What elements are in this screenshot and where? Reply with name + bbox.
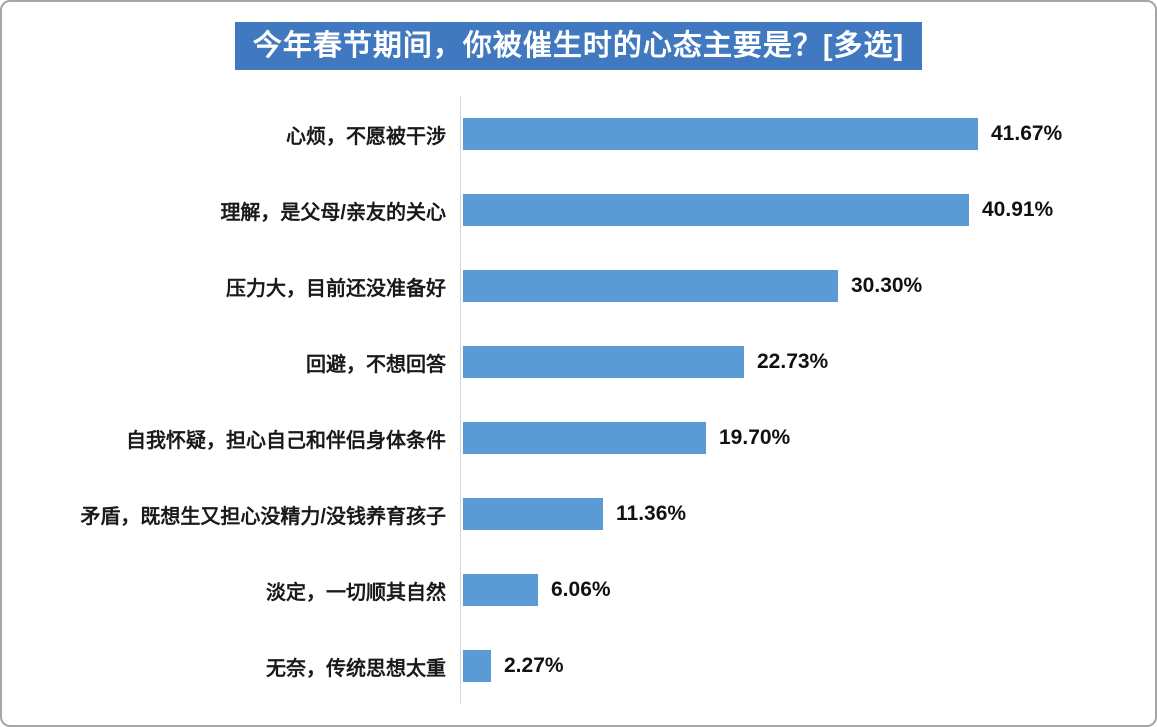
title-row: 今年春节期间，你被催生时的心态主要是？[多选] xyxy=(2,22,1155,71)
value-label: 2.27% xyxy=(504,654,564,678)
category-label: 理解，是父母/亲友的关心 xyxy=(220,201,446,224)
value-label: 30.30% xyxy=(851,274,923,298)
bar-row: 矛盾，既想生又担心没精力/没钱养育孩子 11.36% xyxy=(2,476,1155,553)
value-label: 22.73% xyxy=(757,350,829,374)
bar-area: 22.73% xyxy=(460,324,1155,401)
bar xyxy=(463,118,978,151)
category-label: 无奈，传统思想太重 xyxy=(266,657,446,680)
value-label: 11.36% xyxy=(616,502,687,526)
bar-area: 41.67% xyxy=(460,96,1155,173)
value-label: 40.91% xyxy=(982,198,1054,222)
bar xyxy=(463,194,969,227)
bar xyxy=(463,422,706,455)
bar-area: 6.06% xyxy=(460,552,1155,629)
category-label: 压力大，目前还没准备好 xyxy=(226,277,446,300)
bar-area: 19.70% xyxy=(460,400,1155,477)
bar xyxy=(463,574,538,607)
category-label: 心烦，不愿被干涉 xyxy=(286,125,446,148)
bar-row: 无奈，传统思想太重 2.27% xyxy=(2,628,1155,705)
value-label: 6.06% xyxy=(551,578,611,602)
bar-row: 回避，不想回答 22.73% xyxy=(2,324,1155,401)
bar-area: 30.30% xyxy=(460,248,1155,325)
bar-area: 40.91% xyxy=(460,172,1155,249)
bar-area: 2.27% xyxy=(460,628,1155,705)
category-label: 自我怀疑，担心自己和伴侣身体条件 xyxy=(126,429,446,452)
value-label: 19.70% xyxy=(719,426,791,450)
bar-row: 理解，是父母/亲友的关心 40.91% xyxy=(2,172,1155,249)
bar-area: 11.36% xyxy=(460,476,1155,553)
chart-title: 今年春节期间，你被催生时的心态主要是？[多选] xyxy=(234,22,923,71)
category-label: 淡定，一切顺其自然 xyxy=(266,581,446,604)
bar-row: 压力大，目前还没准备好 30.30% xyxy=(2,248,1155,325)
bar-row: 淡定，一切顺其自然 6.06% xyxy=(2,552,1155,629)
category-label: 矛盾，既想生又担心没精力/没钱养育孩子 xyxy=(80,505,446,528)
bar-chart: 心烦，不愿被干涉 41.67% 理解，是父母/亲友的关心 40.91% 压力大，目前还没… xyxy=(2,96,1155,705)
bar xyxy=(463,270,838,303)
value-label: 41.67% xyxy=(991,122,1063,146)
chart-rows: 心烦，不愿被干涉 41.67% 理解，是父母/亲友的关心 40.91% 压力大，目前还没… xyxy=(2,96,1155,705)
bar xyxy=(463,650,491,683)
category-label: 回避，不想回答 xyxy=(306,353,446,376)
bar xyxy=(463,346,744,379)
bar xyxy=(463,498,603,531)
bar-row: 心烦，不愿被干涉 41.67% xyxy=(2,96,1155,173)
bar-row: 自我怀疑，担心自己和伴侣身体条件 19.70% xyxy=(2,400,1155,477)
